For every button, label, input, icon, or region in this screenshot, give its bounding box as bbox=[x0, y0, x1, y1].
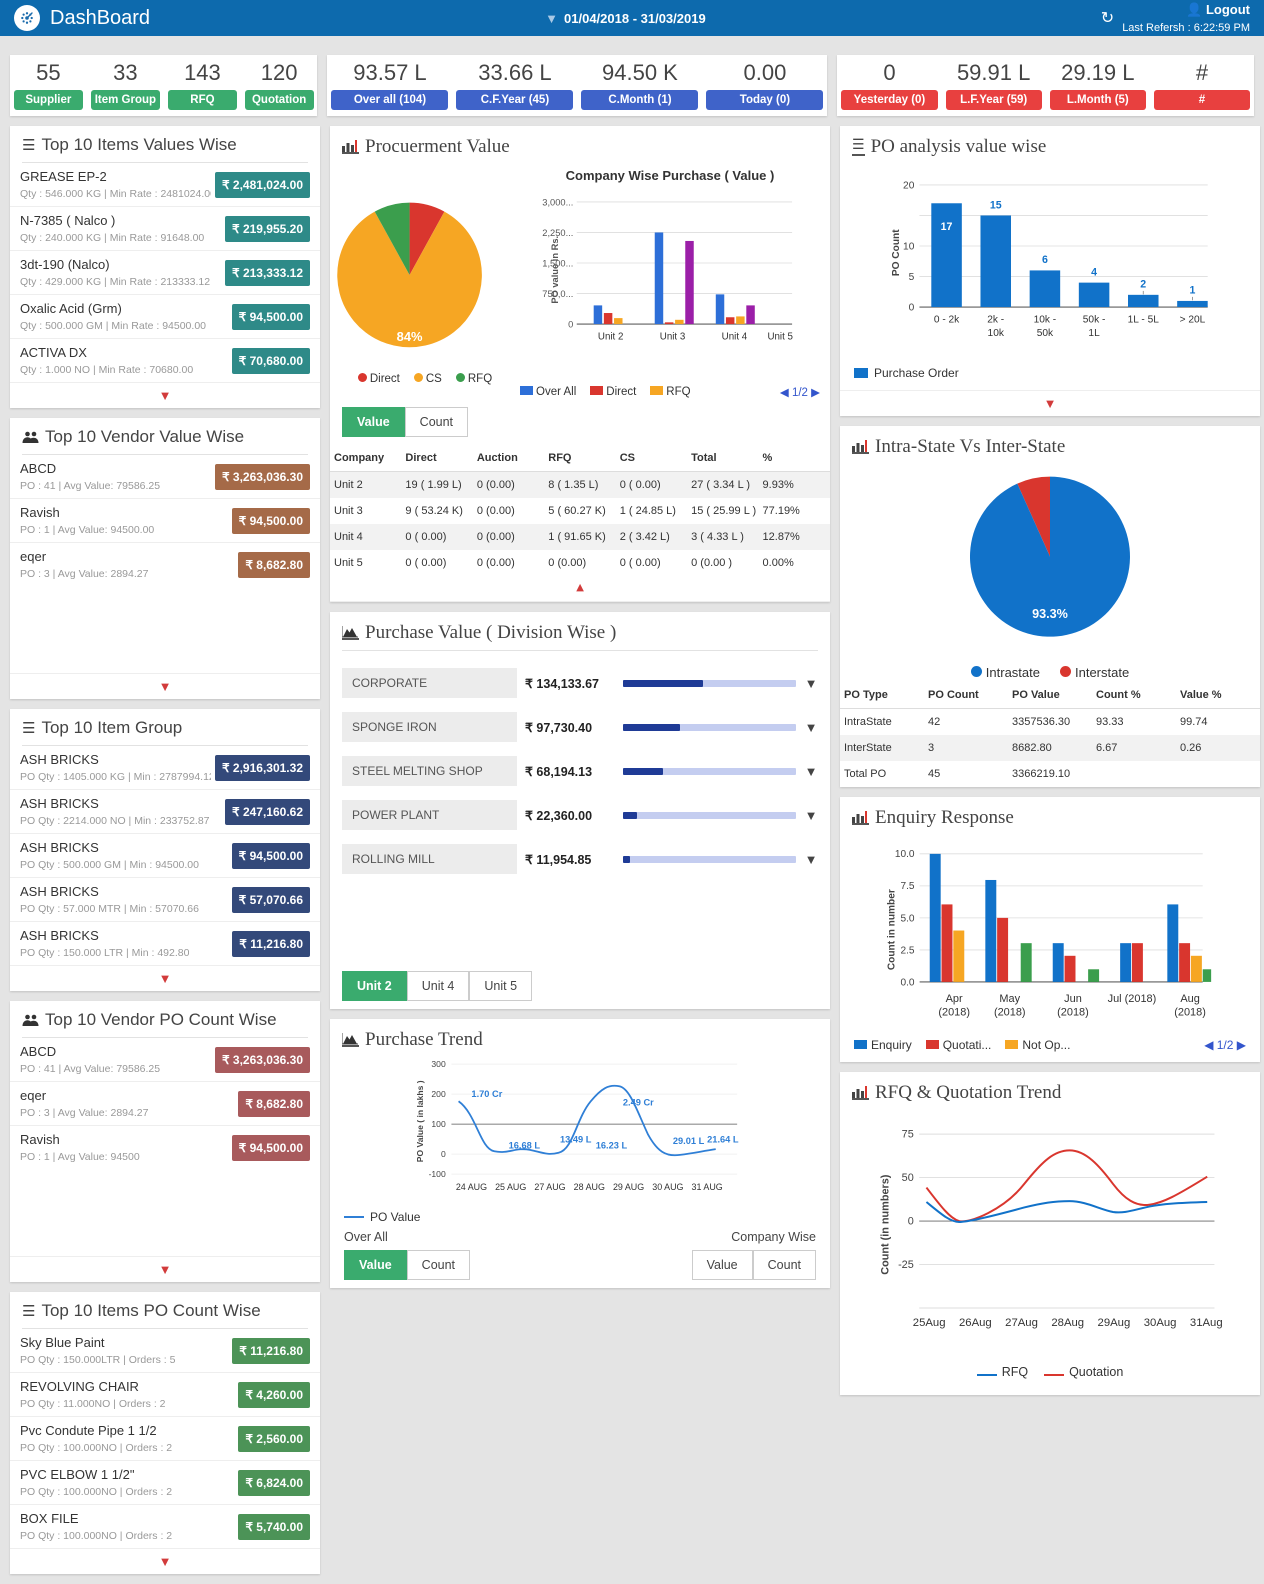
svg-text:1L - 5L: 1L - 5L bbox=[1128, 314, 1160, 325]
svg-text:31 AUG: 31 AUG bbox=[692, 1182, 723, 1192]
svg-text:0: 0 bbox=[909, 303, 915, 314]
svg-text:-100: -100 bbox=[429, 1169, 446, 1179]
svg-text:10k: 10k bbox=[988, 328, 1005, 339]
svg-text:0: 0 bbox=[441, 1149, 446, 1159]
svg-text:30Aug: 30Aug bbox=[1144, 1317, 1177, 1329]
svg-text:0 - 2k: 0 - 2k bbox=[934, 314, 960, 325]
svg-text:50k -: 50k - bbox=[1083, 314, 1106, 325]
svg-text:2: 2 bbox=[1140, 279, 1146, 291]
svg-text:50k: 50k bbox=[1037, 328, 1054, 339]
svg-text:0: 0 bbox=[568, 320, 573, 330]
svg-text:13.49 L: 13.49 L bbox=[560, 1135, 592, 1145]
svg-text:1.70 Cr: 1.70 Cr bbox=[471, 1089, 502, 1099]
svg-text:100: 100 bbox=[431, 1119, 446, 1129]
svg-text:Unit 2: Unit 2 bbox=[598, 331, 623, 342]
svg-text:4: 4 bbox=[1091, 267, 1097, 279]
svg-text:1: 1 bbox=[1189, 285, 1195, 297]
svg-text:16.23 L: 16.23 L bbox=[596, 1141, 628, 1151]
svg-text:Count in number: Count in number bbox=[886, 889, 897, 970]
svg-text:PO Value ( in lakhs ): PO Value ( in lakhs ) bbox=[415, 1080, 425, 1162]
svg-text:(2018): (2018) bbox=[1174, 1007, 1206, 1019]
svg-text:200: 200 bbox=[431, 1089, 446, 1099]
svg-text:21.64 L: 21.64 L bbox=[707, 1135, 739, 1145]
svg-text:31Aug: 31Aug bbox=[1190, 1317, 1223, 1329]
svg-text:(2018): (2018) bbox=[1057, 1007, 1089, 1019]
svg-text:29 AUG: 29 AUG bbox=[613, 1182, 644, 1192]
svg-text:27 AUG: 27 AUG bbox=[534, 1182, 565, 1192]
svg-text:28Aug: 28Aug bbox=[1051, 1317, 1084, 1329]
svg-text:27Aug: 27Aug bbox=[1005, 1317, 1038, 1329]
svg-text:24 AUG: 24 AUG bbox=[456, 1182, 487, 1192]
svg-text:2.5: 2.5 bbox=[900, 945, 914, 956]
svg-text:6: 6 bbox=[1042, 254, 1048, 266]
svg-text:10: 10 bbox=[903, 242, 915, 253]
svg-text:Jun: Jun bbox=[1064, 993, 1082, 1005]
svg-text:29Aug: 29Aug bbox=[1098, 1317, 1131, 1329]
svg-text:(2018): (2018) bbox=[994, 1007, 1026, 1019]
svg-text:15: 15 bbox=[990, 200, 1002, 212]
svg-text:75: 75 bbox=[902, 1129, 914, 1141]
svg-text:7.5: 7.5 bbox=[900, 881, 914, 892]
svg-text:3,000...: 3,000... bbox=[542, 198, 573, 208]
svg-text:300: 300 bbox=[431, 1059, 446, 1069]
svg-text:Count (in numbers): Count (in numbers) bbox=[879, 1174, 891, 1275]
svg-text:16.68 L: 16.68 L bbox=[509, 1141, 541, 1151]
svg-text:> 20L: > 20L bbox=[1180, 314, 1206, 325]
svg-text:1L: 1L bbox=[1088, 328, 1100, 339]
svg-text:5.0: 5.0 bbox=[900, 913, 914, 924]
svg-text:PO value in Rs.: PO value in Rs. bbox=[550, 236, 560, 304]
svg-text:2.49 Cr: 2.49 Cr bbox=[623, 1098, 654, 1108]
svg-text:20: 20 bbox=[903, 181, 915, 192]
svg-text:May: May bbox=[999, 993, 1020, 1005]
svg-text:28 AUG: 28 AUG bbox=[574, 1182, 605, 1192]
svg-text:PO Count: PO Count bbox=[891, 229, 902, 276]
svg-text:50: 50 bbox=[902, 1172, 914, 1184]
svg-text:5: 5 bbox=[909, 272, 915, 283]
svg-text:10k -: 10k - bbox=[1034, 314, 1057, 325]
svg-text:2k -: 2k - bbox=[987, 314, 1004, 325]
svg-text:93.3%: 93.3% bbox=[1032, 607, 1068, 621]
svg-text:30 AUG: 30 AUG bbox=[652, 1182, 683, 1192]
svg-text:10.0: 10.0 bbox=[895, 849, 915, 860]
svg-text:Aug: Aug bbox=[1180, 993, 1199, 1005]
svg-text:25 AUG: 25 AUG bbox=[495, 1182, 526, 1192]
svg-text:(2018): (2018) bbox=[938, 1007, 970, 1019]
svg-text:17: 17 bbox=[941, 221, 953, 233]
svg-text:0.0: 0.0 bbox=[900, 977, 914, 988]
svg-text:29.01 L: 29.01 L bbox=[673, 1136, 705, 1146]
svg-text:84%: 84% bbox=[397, 329, 423, 344]
svg-text:0: 0 bbox=[908, 1216, 914, 1228]
svg-text:Jul (2018): Jul (2018) bbox=[1108, 993, 1157, 1005]
svg-text:Apr: Apr bbox=[946, 993, 963, 1005]
svg-text:25Aug: 25Aug bbox=[913, 1317, 946, 1329]
svg-text:Unit 3: Unit 3 bbox=[660, 331, 685, 342]
svg-text:26Aug: 26Aug bbox=[959, 1317, 992, 1329]
svg-text:-25: -25 bbox=[898, 1259, 914, 1271]
svg-text:Unit 4: Unit 4 bbox=[722, 331, 748, 342]
svg-text:Unit 5: Unit 5 bbox=[767, 331, 793, 342]
